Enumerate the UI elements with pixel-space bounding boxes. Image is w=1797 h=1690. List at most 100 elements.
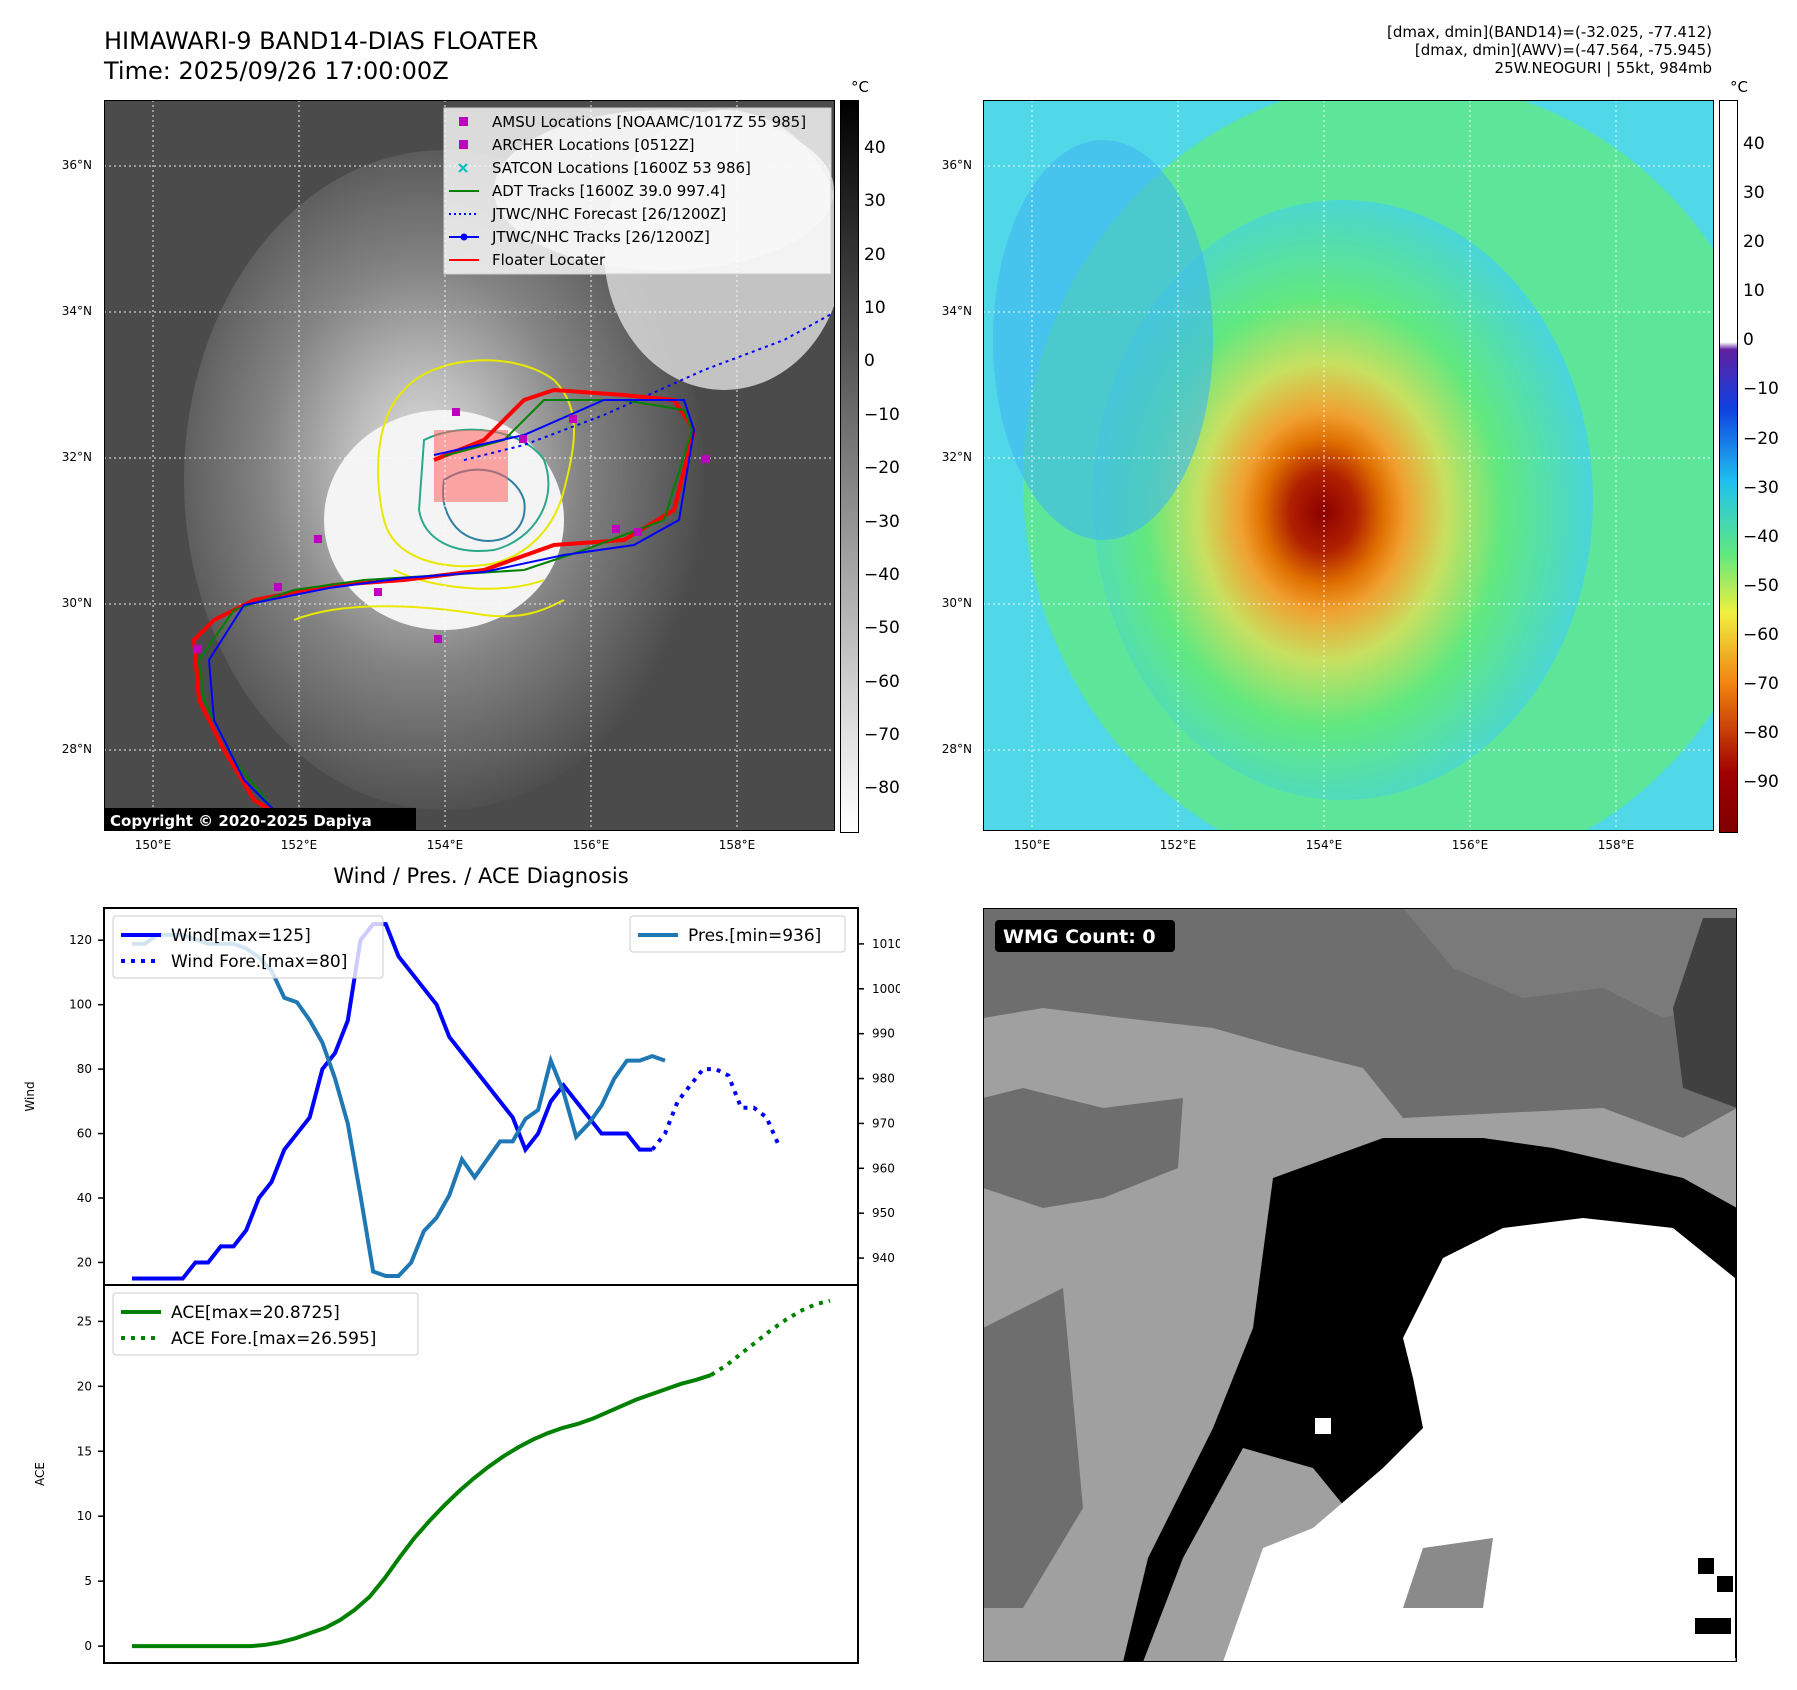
colorbar-tick-label: 0 bbox=[1743, 330, 1754, 351]
figure-title-line2: Time: 2025/09/26 17:00:00Z bbox=[104, 57, 449, 85]
copyright-label: Copyright © 2020-2025 Dapiya bbox=[110, 812, 372, 830]
ir-satellite-map: Copyright © 2020-2025 Dapiya AMSU Locati… bbox=[104, 100, 835, 831]
diagnosis-chart: 1201008060402010101000990980970960950940… bbox=[23, 907, 900, 1664]
wind-tick-label: 60 bbox=[77, 1127, 92, 1141]
map-legend-label: AMSU Locations [NOAAMC/1017Z 55 985] bbox=[492, 113, 806, 131]
info-awv-range: [dmax, dmin](AWV)=(-47.564, -75.945) bbox=[1414, 41, 1712, 59]
chart-legend-label: Wind[max=125] bbox=[171, 926, 311, 946]
info-band14-range: [dmax, dmin](BAND14)=(-32.025, -77.412) bbox=[1387, 23, 1712, 41]
pressure-tick-label: 950 bbox=[872, 1206, 895, 1220]
wind-forecast-line bbox=[650, 1067, 782, 1151]
map-legend-label: JTWC/NHC Forecast [26/1200Z] bbox=[491, 205, 726, 223]
awv-water-vapor-map bbox=[983, 100, 1714, 831]
colorbar-tick-label: 10 bbox=[1743, 281, 1765, 302]
lon-tick-label: 150°E bbox=[134, 838, 172, 852]
ace-tick-label: 20 bbox=[77, 1379, 92, 1393]
ace-line bbox=[132, 1373, 712, 1649]
colorbar-tick-label: 20 bbox=[1743, 232, 1765, 253]
awv-colorbar bbox=[1719, 100, 1738, 833]
wind-tick-label: 100 bbox=[69, 998, 92, 1012]
map-legend-item: SATCON Locations [1600Z 53 986] bbox=[458, 159, 751, 177]
wmg-count-badge: WMG Count: 0 bbox=[1003, 926, 1156, 948]
awv-map-lat-labels: 36°N 34°N 32°N 30°N 28°N bbox=[880, 100, 980, 831]
pressure-legend: Pres.[min=936] bbox=[629, 915, 846, 953]
map-legend-item: JTWC/NHC Tracks [26/1200Z] bbox=[449, 228, 710, 246]
lat-tick-label: 30°N bbox=[941, 596, 972, 610]
colorbar-tick-label: 20 bbox=[864, 244, 886, 265]
lon-tick-label: 152°E bbox=[280, 838, 318, 852]
figure-title-line1: HIMAWARI-9 BAND14-DIAS FLOATER bbox=[104, 27, 539, 55]
lon-tick-label: 154°E bbox=[1305, 838, 1343, 852]
colorbar-tick-label: −10 bbox=[864, 404, 900, 425]
lat-tick-label: 30°N bbox=[61, 596, 92, 610]
info-storm-name: 25W.NEOGURI | 55kt, 984mb bbox=[1494, 59, 1712, 77]
ir-colorbar-ticks: 40 30 20 10 0 −10 −20 −30 −40 −50 −60 −70 −80 bbox=[864, 100, 924, 831]
ir-map-lat-labels: 36°N 34°N 32°N 30°N 28°N bbox=[0, 100, 100, 831]
ir-map-lon-labels: 150°E 152°E 154°E 156°E 158°E bbox=[104, 838, 835, 858]
chart-legend-label: ACE[max=20.8725] bbox=[171, 1303, 340, 1323]
lon-tick-label: 150°E bbox=[1013, 838, 1051, 852]
map-legend-item: ADT Tracks [1600Z 39.0 997.4] bbox=[449, 182, 726, 200]
colorbar-tick-label: −70 bbox=[1743, 673, 1779, 694]
colorbar-tick-label: −20 bbox=[864, 458, 900, 479]
pressure-tick-label: 980 bbox=[872, 1072, 895, 1086]
pressure-line bbox=[132, 932, 666, 1279]
lat-tick-label: 32°N bbox=[941, 450, 972, 464]
wmg-classification-map: WMG Count: 0 bbox=[983, 908, 1737, 1662]
lat-tick-label: 32°N bbox=[61, 450, 92, 464]
colorbar-tick-label: −40 bbox=[864, 564, 900, 585]
lon-tick-label: 152°E bbox=[1159, 838, 1197, 852]
colorbar-tick-label: −50 bbox=[864, 618, 900, 639]
wind-line bbox=[132, 922, 653, 1281]
colorbar-tick-label: 30 bbox=[1743, 183, 1765, 204]
map-legend-label: SATCON Locations [1600Z 53 986] bbox=[492, 159, 751, 177]
map-legend-item: ARCHER Locations [0512Z] bbox=[459, 136, 695, 154]
lat-tick-label: 34°N bbox=[61, 304, 92, 318]
colorbar-tick-label: −80 bbox=[1743, 722, 1779, 743]
colorbar-tick-label: −60 bbox=[864, 671, 900, 692]
ace-tick-label: 15 bbox=[77, 1444, 92, 1458]
wind-axis-label: Wind bbox=[23, 1081, 37, 1111]
ace-axis-label: ACE bbox=[33, 1462, 47, 1486]
map-legend-label: ADT Tracks [1600Z 39.0 997.4] bbox=[492, 182, 726, 200]
ace-forecast-line bbox=[710, 1298, 831, 1377]
pressure-tick-label: 1000 bbox=[872, 982, 900, 996]
colorbar-tick-label: 0 bbox=[864, 351, 875, 372]
chart-legend-label: ACE Fore.[max=26.595] bbox=[171, 1329, 376, 1349]
colorbar-tick-label: 10 bbox=[864, 298, 886, 319]
map-legend-label: Floater Locater bbox=[492, 251, 606, 269]
ace-tick-label: 5 bbox=[84, 1574, 92, 1588]
chart-legend-label: Pres.[min=936] bbox=[688, 926, 821, 946]
colorbar-tick-label: −90 bbox=[1743, 771, 1779, 792]
awv-colorbar-unit: °C bbox=[1730, 78, 1748, 96]
wind-legend: Wind[max=125] Wind Fore.[max=80] bbox=[112, 915, 384, 979]
map-legend-label: ARCHER Locations [0512Z] bbox=[492, 136, 695, 154]
ace-legend: ACE[max=20.8725] ACE Fore.[max=26.595] bbox=[112, 1292, 419, 1356]
map-legend-label: JTWC/NHC Tracks [26/1200Z] bbox=[491, 228, 710, 246]
ace-axes-frame bbox=[103, 1284, 859, 1664]
wind-tick-label: 20 bbox=[77, 1255, 92, 1269]
ir-colorbar-unit: °C bbox=[851, 78, 869, 96]
lon-tick-label: 154°E bbox=[426, 838, 464, 852]
lon-tick-label: 156°E bbox=[572, 838, 610, 852]
colorbar-tick-label: 30 bbox=[864, 191, 886, 212]
wind-tick-label: 40 bbox=[77, 1191, 92, 1205]
lat-tick-label: 28°N bbox=[941, 742, 972, 756]
colorbar-tick-label: −30 bbox=[1743, 477, 1779, 498]
ace-tick-label: 10 bbox=[77, 1509, 92, 1523]
awv-map-lon-labels: 150°E 152°E 154°E 156°E 158°E bbox=[983, 838, 1714, 858]
pressure-tick-label: 1010 bbox=[872, 937, 900, 951]
colorbar-tick-label: 40 bbox=[1743, 134, 1765, 155]
lat-tick-label: 28°N bbox=[61, 742, 92, 756]
wind-tick-label: 120 bbox=[69, 933, 92, 947]
colorbar-tick-label: −80 bbox=[864, 778, 900, 799]
colorbar-tick-label: −70 bbox=[864, 724, 900, 745]
pressure-tick-label: 940 bbox=[872, 1251, 895, 1265]
diagnosis-title: Wind / Pres. / ACE Diagnosis bbox=[333, 864, 629, 888]
map-legend-item: JTWC/NHC Forecast [26/1200Z] bbox=[449, 205, 726, 223]
colorbar-tick-label: −10 bbox=[1743, 379, 1779, 400]
map-legend: AMSU Locations [NOAAMC/1017Z 55 985] ARCH… bbox=[443, 107, 832, 275]
colorbar-tick-label: −50 bbox=[1743, 575, 1779, 596]
lon-tick-label: 158°E bbox=[1597, 838, 1635, 852]
wind-tick-label: 80 bbox=[77, 1062, 92, 1076]
